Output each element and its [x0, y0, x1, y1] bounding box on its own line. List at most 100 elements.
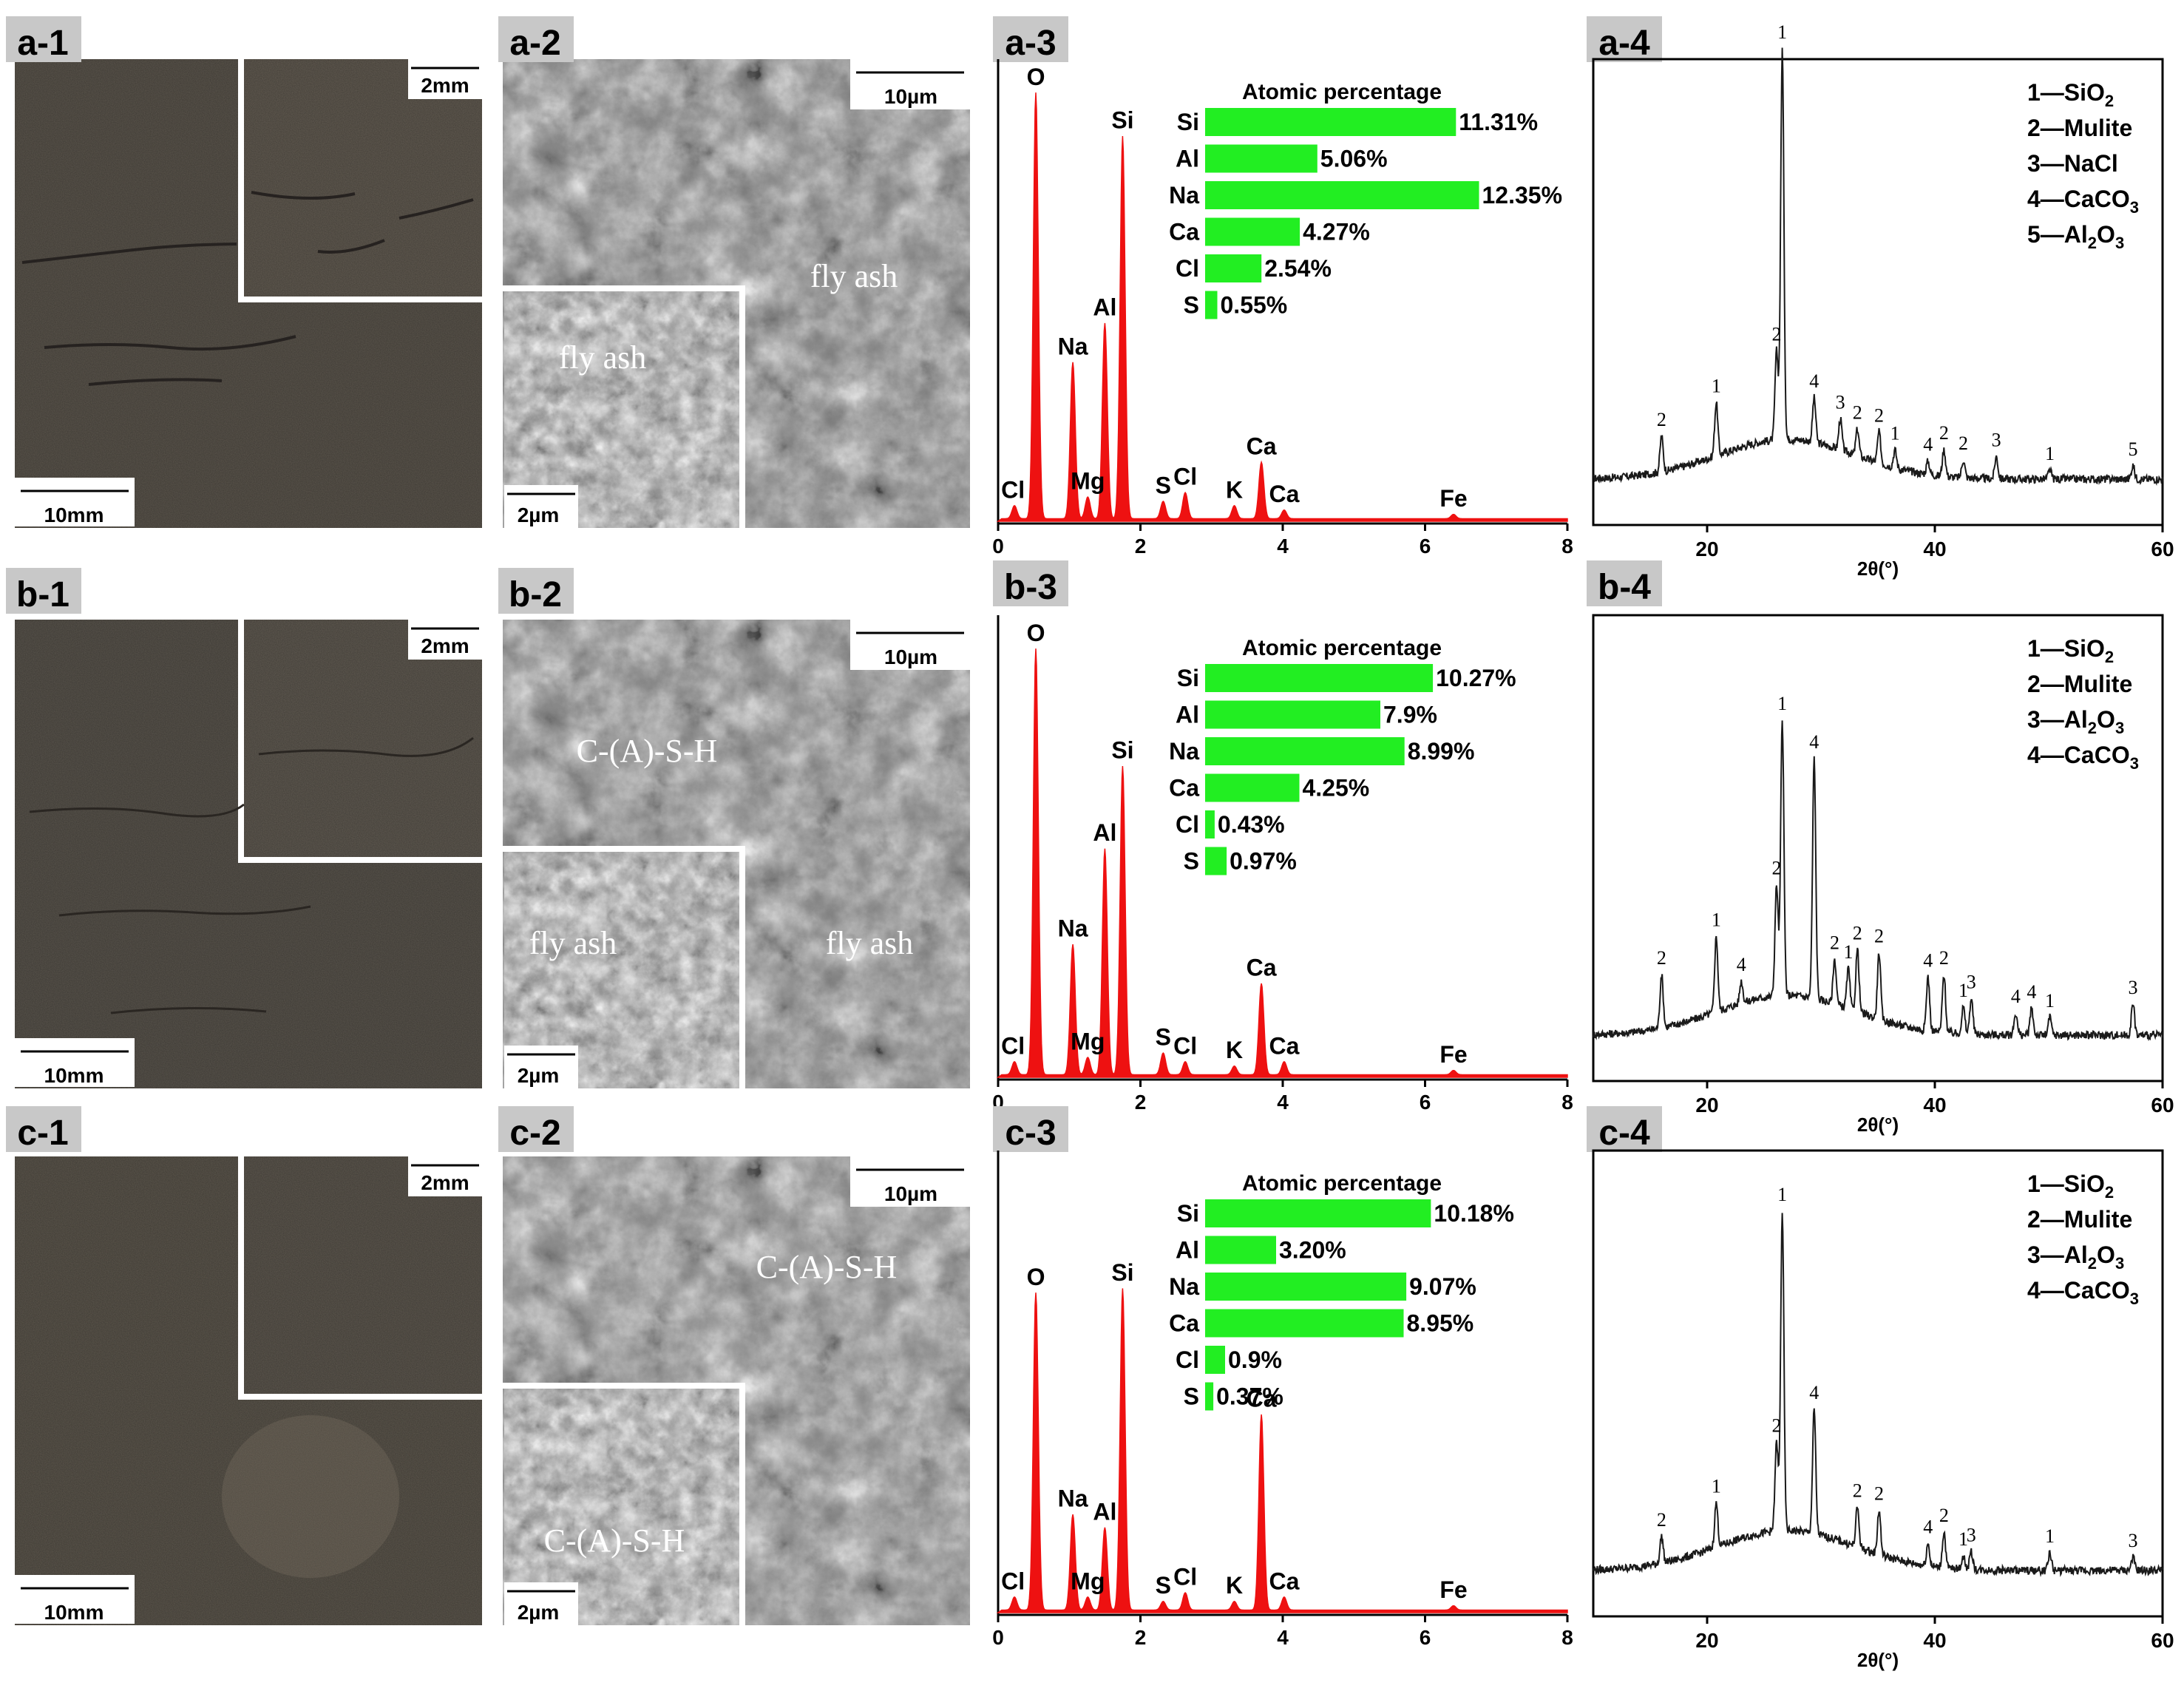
- legend-name: CaCO: [2064, 186, 2130, 212]
- legend-num: 2: [2027, 1206, 2041, 1233]
- bar-na: [1205, 181, 1479, 209]
- x-tick-label: 40: [1923, 538, 1946, 560]
- bar-value: 8.95%: [1407, 1310, 1474, 1337]
- scale-box-main: [15, 1038, 135, 1087]
- legend-entry: 3—NaCl: [2027, 150, 2118, 177]
- panel-label: a-1: [17, 24, 68, 63]
- xrd-peak-label: 2: [1959, 433, 1968, 454]
- bar-value: 4.27%: [1303, 219, 1370, 245]
- eds-peak-label: Ca: [1247, 433, 1277, 460]
- photo-light-patch: [222, 1415, 399, 1578]
- legend-entry: 1—SiO2: [2027, 635, 2114, 666]
- xrd-peak-label: 3: [1967, 972, 1976, 993]
- eds-peak-label: Si: [1111, 1259, 1133, 1286]
- legend-entry: 2—Mulite: [2027, 1206, 2132, 1233]
- xrd-peak-label: 2: [1771, 324, 1781, 345]
- legend-sub: 2: [2088, 719, 2097, 737]
- bar-value: 12.35%: [1482, 182, 1563, 209]
- xrd-peak-label: 4: [1737, 954, 1746, 975]
- xrd-peak-label: 2: [1657, 1509, 1666, 1531]
- scale-label-main: 10mm: [44, 504, 104, 526]
- xrd-peak-label: 4: [1809, 370, 1819, 392]
- legend-entry: 3—Al2O3: [2027, 1241, 2124, 1273]
- photo-cracks: [29, 736, 474, 1014]
- sem-inset-frame: [503, 285, 745, 528]
- legend-name: SiO: [2064, 1170, 2105, 1197]
- bar-element: S: [1184, 1383, 1199, 1410]
- scale-label-main: 10µm: [884, 646, 937, 668]
- legend-sub: 3: [2130, 1290, 2139, 1308]
- x-tick-label: 60: [2151, 1094, 2174, 1117]
- eds-peak-label: Na: [1058, 915, 1088, 942]
- bar-si: [1205, 664, 1434, 692]
- bar-element: Si: [1177, 665, 1199, 691]
- xrd-peak-label: 1: [1843, 941, 1853, 963]
- x-axis-label: 2θ(°): [1857, 1114, 1899, 1136]
- sem-inset-frame: [503, 1383, 745, 1625]
- xrd-peak-label: 4: [1923, 434, 1933, 455]
- xrd-peak-label: 2: [1874, 925, 1884, 946]
- sem-annotation-main: C-(A)-S-H: [756, 1249, 898, 1285]
- eds-peak-label: Cl: [1173, 1563, 1197, 1590]
- bar-value: 10.18%: [1434, 1200, 1514, 1227]
- legend-sub: 3: [2115, 1254, 2124, 1273]
- panel-label-bg: [6, 1106, 81, 1152]
- row-b: 10mm 2mm b-1 C-(A)-S-H fly ash fly ash 1…: [6, 568, 970, 1088]
- legend-sub: 3: [2130, 198, 2139, 217]
- bar-element: Na: [1169, 738, 1199, 765]
- sem-annotation-extra: fly ash: [826, 925, 914, 961]
- xrd-pattern: [1593, 720, 2163, 1041]
- eds-peak-label: Mg: [1071, 1568, 1105, 1594]
- eds-peak-label: Cl: [1001, 1568, 1025, 1594]
- xrd-peak-label: 5: [2128, 438, 2137, 460]
- sem-annotation-main: fly ash: [810, 258, 898, 294]
- eds-spectrum: [996, 92, 1568, 522]
- x-axis-label: 2θ(°): [1857, 1649, 1899, 1671]
- bar-value: 0.97%: [1230, 848, 1297, 875]
- bar-value: 0.37%: [1216, 1383, 1283, 1410]
- panel-label-bg: [1587, 16, 1662, 62]
- panel-label-bg: [1587, 1106, 1662, 1152]
- scale-box-main: [850, 59, 970, 109]
- xrd-peak-label: 3: [2128, 1530, 2137, 1551]
- legend-tail: O: [2097, 221, 2115, 248]
- legend-name: Mulite: [2064, 671, 2132, 697]
- xrd-peak-label: 1: [2045, 443, 2055, 464]
- eds-peak-label: Ca: [1269, 1568, 1299, 1594]
- legend-name: Mulite: [2064, 1206, 2132, 1233]
- eds-peak-label: S: [1156, 1572, 1171, 1599]
- xrd-peak-label: 2: [1939, 947, 1949, 969]
- legend-sub: 2: [2105, 1183, 2114, 1202]
- eds-peak-label: Si: [1111, 107, 1133, 134]
- panel-label: a-2: [509, 24, 560, 63]
- xrd-peak-label: 4: [1923, 1517, 1933, 1538]
- bar-ca: [1205, 217, 1300, 246]
- bar-ca: [1205, 1309, 1404, 1338]
- panel-label-bg: [993, 560, 1068, 606]
- eds-peak-label: S: [1156, 472, 1171, 498]
- xrd-peak-label: 1: [1959, 1528, 1968, 1550]
- legend-name: SiO: [2064, 635, 2105, 662]
- xrd-peak-label: 1: [1712, 375, 1721, 396]
- xrd-peak-label: 1: [1712, 909, 1721, 930]
- legend-sub: 2: [2105, 92, 2114, 110]
- eds-spectrum: [996, 1288, 1568, 1613]
- legend-sub: 2: [2088, 234, 2097, 252]
- legend-entry: 4—CaCO3: [2027, 186, 2139, 217]
- bar-s: [1205, 1382, 1214, 1411]
- bar-title: Atomic percentage: [1242, 80, 1442, 104]
- legend-num: 2: [2027, 115, 2041, 141]
- eds-peak-label: Ca: [1247, 1385, 1277, 1412]
- xrd-peak-label: 1: [1959, 980, 1968, 1001]
- xrd-peak-label: 3: [1967, 1525, 1976, 1546]
- scale-label-inset: 2mm: [421, 74, 469, 97]
- xrd-peak-label: 2: [1853, 1480, 1862, 1501]
- sem-panel: C-(A)-S-H C-(A)-S-H 10µm 2µm c-2: [498, 1106, 970, 1625]
- bar-value: 9.07%: [1409, 1273, 1476, 1300]
- x-tick-label: 4: [1277, 1626, 1289, 1649]
- inset-frame: [238, 620, 482, 863]
- scale-label-inset: 2mm: [421, 1171, 469, 1194]
- bar-cl: [1205, 254, 1262, 282]
